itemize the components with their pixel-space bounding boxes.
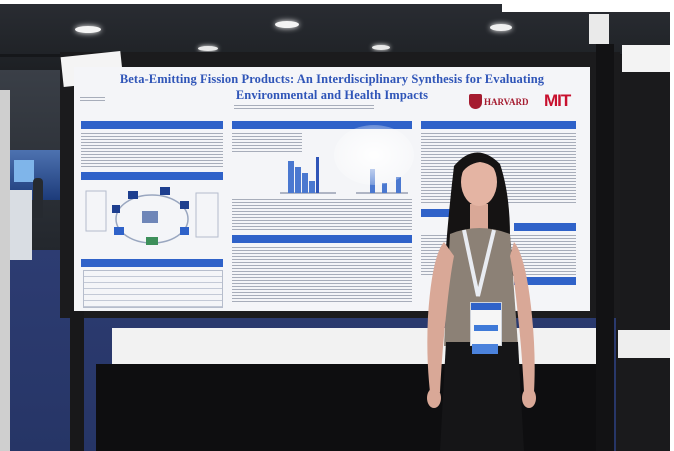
booth-leg-left xyxy=(70,300,84,451)
section-text xyxy=(232,247,412,303)
ceiling-light-icon xyxy=(372,45,390,50)
ceiling-banner xyxy=(589,14,609,44)
section-header xyxy=(514,277,576,285)
right-booth-tag xyxy=(622,45,670,72)
pathway-diagram-graphic xyxy=(85,187,219,245)
person-graphic xyxy=(427,152,536,451)
section-header xyxy=(81,259,223,267)
right-partition xyxy=(616,55,674,451)
ceiling-light-icon xyxy=(490,24,512,31)
data-table xyxy=(83,270,223,308)
poster-title-line2: Environmental and Health Impacts xyxy=(235,88,429,102)
section-header xyxy=(514,223,576,231)
photo-border-top xyxy=(0,0,674,4)
pathway-diagram xyxy=(84,183,220,253)
ceiling-light-icon xyxy=(198,46,218,51)
section-header xyxy=(421,121,576,129)
section-header xyxy=(421,209,451,217)
right-table-top xyxy=(618,330,674,358)
section-text xyxy=(81,133,223,167)
badge-header xyxy=(471,303,501,310)
poster-title-line1: Beta-Emitting Fission Products: An Inter… xyxy=(119,72,545,86)
section-header xyxy=(81,121,223,129)
author-line xyxy=(234,105,374,110)
mit-logo: MIT xyxy=(544,91,571,110)
ceiling-light-icon xyxy=(275,21,299,28)
distant-booth-screen xyxy=(14,160,34,182)
booth-post-right xyxy=(596,44,614,451)
person xyxy=(414,146,544,451)
harvard-shield-icon xyxy=(469,94,482,109)
glare xyxy=(334,125,414,185)
ceiling-light-icon xyxy=(75,26,101,33)
distant-stand xyxy=(10,190,32,260)
badge-icon xyxy=(470,302,502,346)
section-text xyxy=(232,133,302,153)
badge-band xyxy=(474,325,498,331)
section-text xyxy=(232,199,412,231)
section-header xyxy=(232,121,412,129)
section-header xyxy=(81,172,223,180)
distant-person xyxy=(33,178,43,218)
photo-border-right xyxy=(670,0,674,451)
distant-pillar xyxy=(0,90,10,451)
section-header xyxy=(232,235,412,243)
badge-ribbon xyxy=(472,344,498,354)
author-left-note xyxy=(80,97,105,102)
harvard-logo: HARVARD xyxy=(484,97,529,107)
